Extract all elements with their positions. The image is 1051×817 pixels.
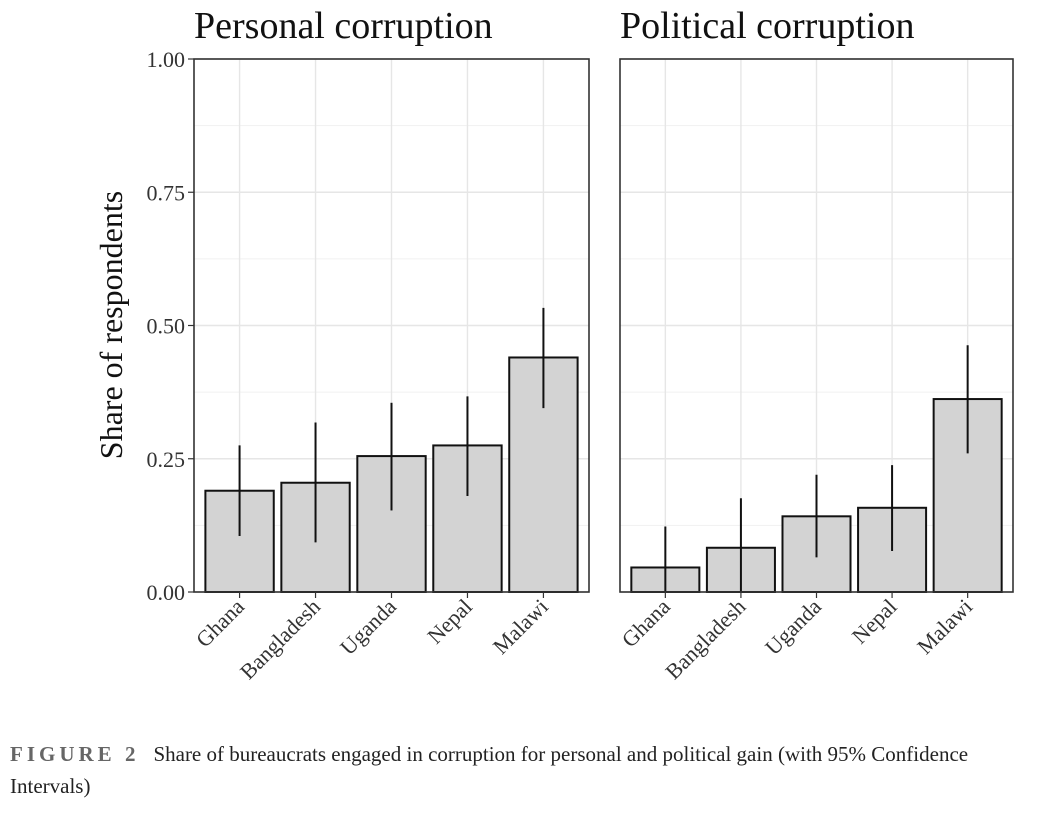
panel-border <box>619 58 1014 593</box>
panel-title: Personal corruption <box>194 5 493 47</box>
bar-malawi <box>932 398 1003 593</box>
x-tick-label: Malawi <box>488 594 553 659</box>
figure-caption: FIGURE 2 Share of bureaucrats engaged in … <box>10 738 1040 802</box>
panel-border <box>193 58 590 593</box>
y-axis-ticks: 0.00 0.25 0.50 0.75 1.00 <box>147 47 194 605</box>
y-tick-label: 1.00 <box>147 47 186 72</box>
y-tick-label: 0.75 <box>147 180 186 205</box>
x-tick-label: Nepal <box>422 594 477 649</box>
x-tick-label: Nepal <box>847 594 902 649</box>
y-tick-label: 0.00 <box>147 580 186 605</box>
x-tick-label: Ghana <box>191 594 249 652</box>
x-tick-label: Malawi <box>912 594 977 659</box>
x-tick-label: Uganda <box>760 594 826 660</box>
y-tick-label: 0.25 <box>147 447 186 472</box>
panel-title: Political corruption <box>620 5 914 47</box>
figure-label: FIGURE 2 <box>10 742 136 766</box>
x-tick-label: Bangladesh <box>660 594 750 684</box>
bar-chart: Share of respondents 0.00 0.25 0.50 0.75 1.0… <box>93 5 1014 684</box>
x-tick-label: Bangladesh <box>235 594 325 684</box>
x-tick-label: Ghana <box>617 594 675 652</box>
caption-text: Share of bureaucrats engaged in corrupti… <box>10 742 969 798</box>
y-tick-label: 0.50 <box>147 314 186 339</box>
x-tick-label: Uganda <box>335 594 401 660</box>
y-axis-label: Share of respondents <box>93 191 129 459</box>
